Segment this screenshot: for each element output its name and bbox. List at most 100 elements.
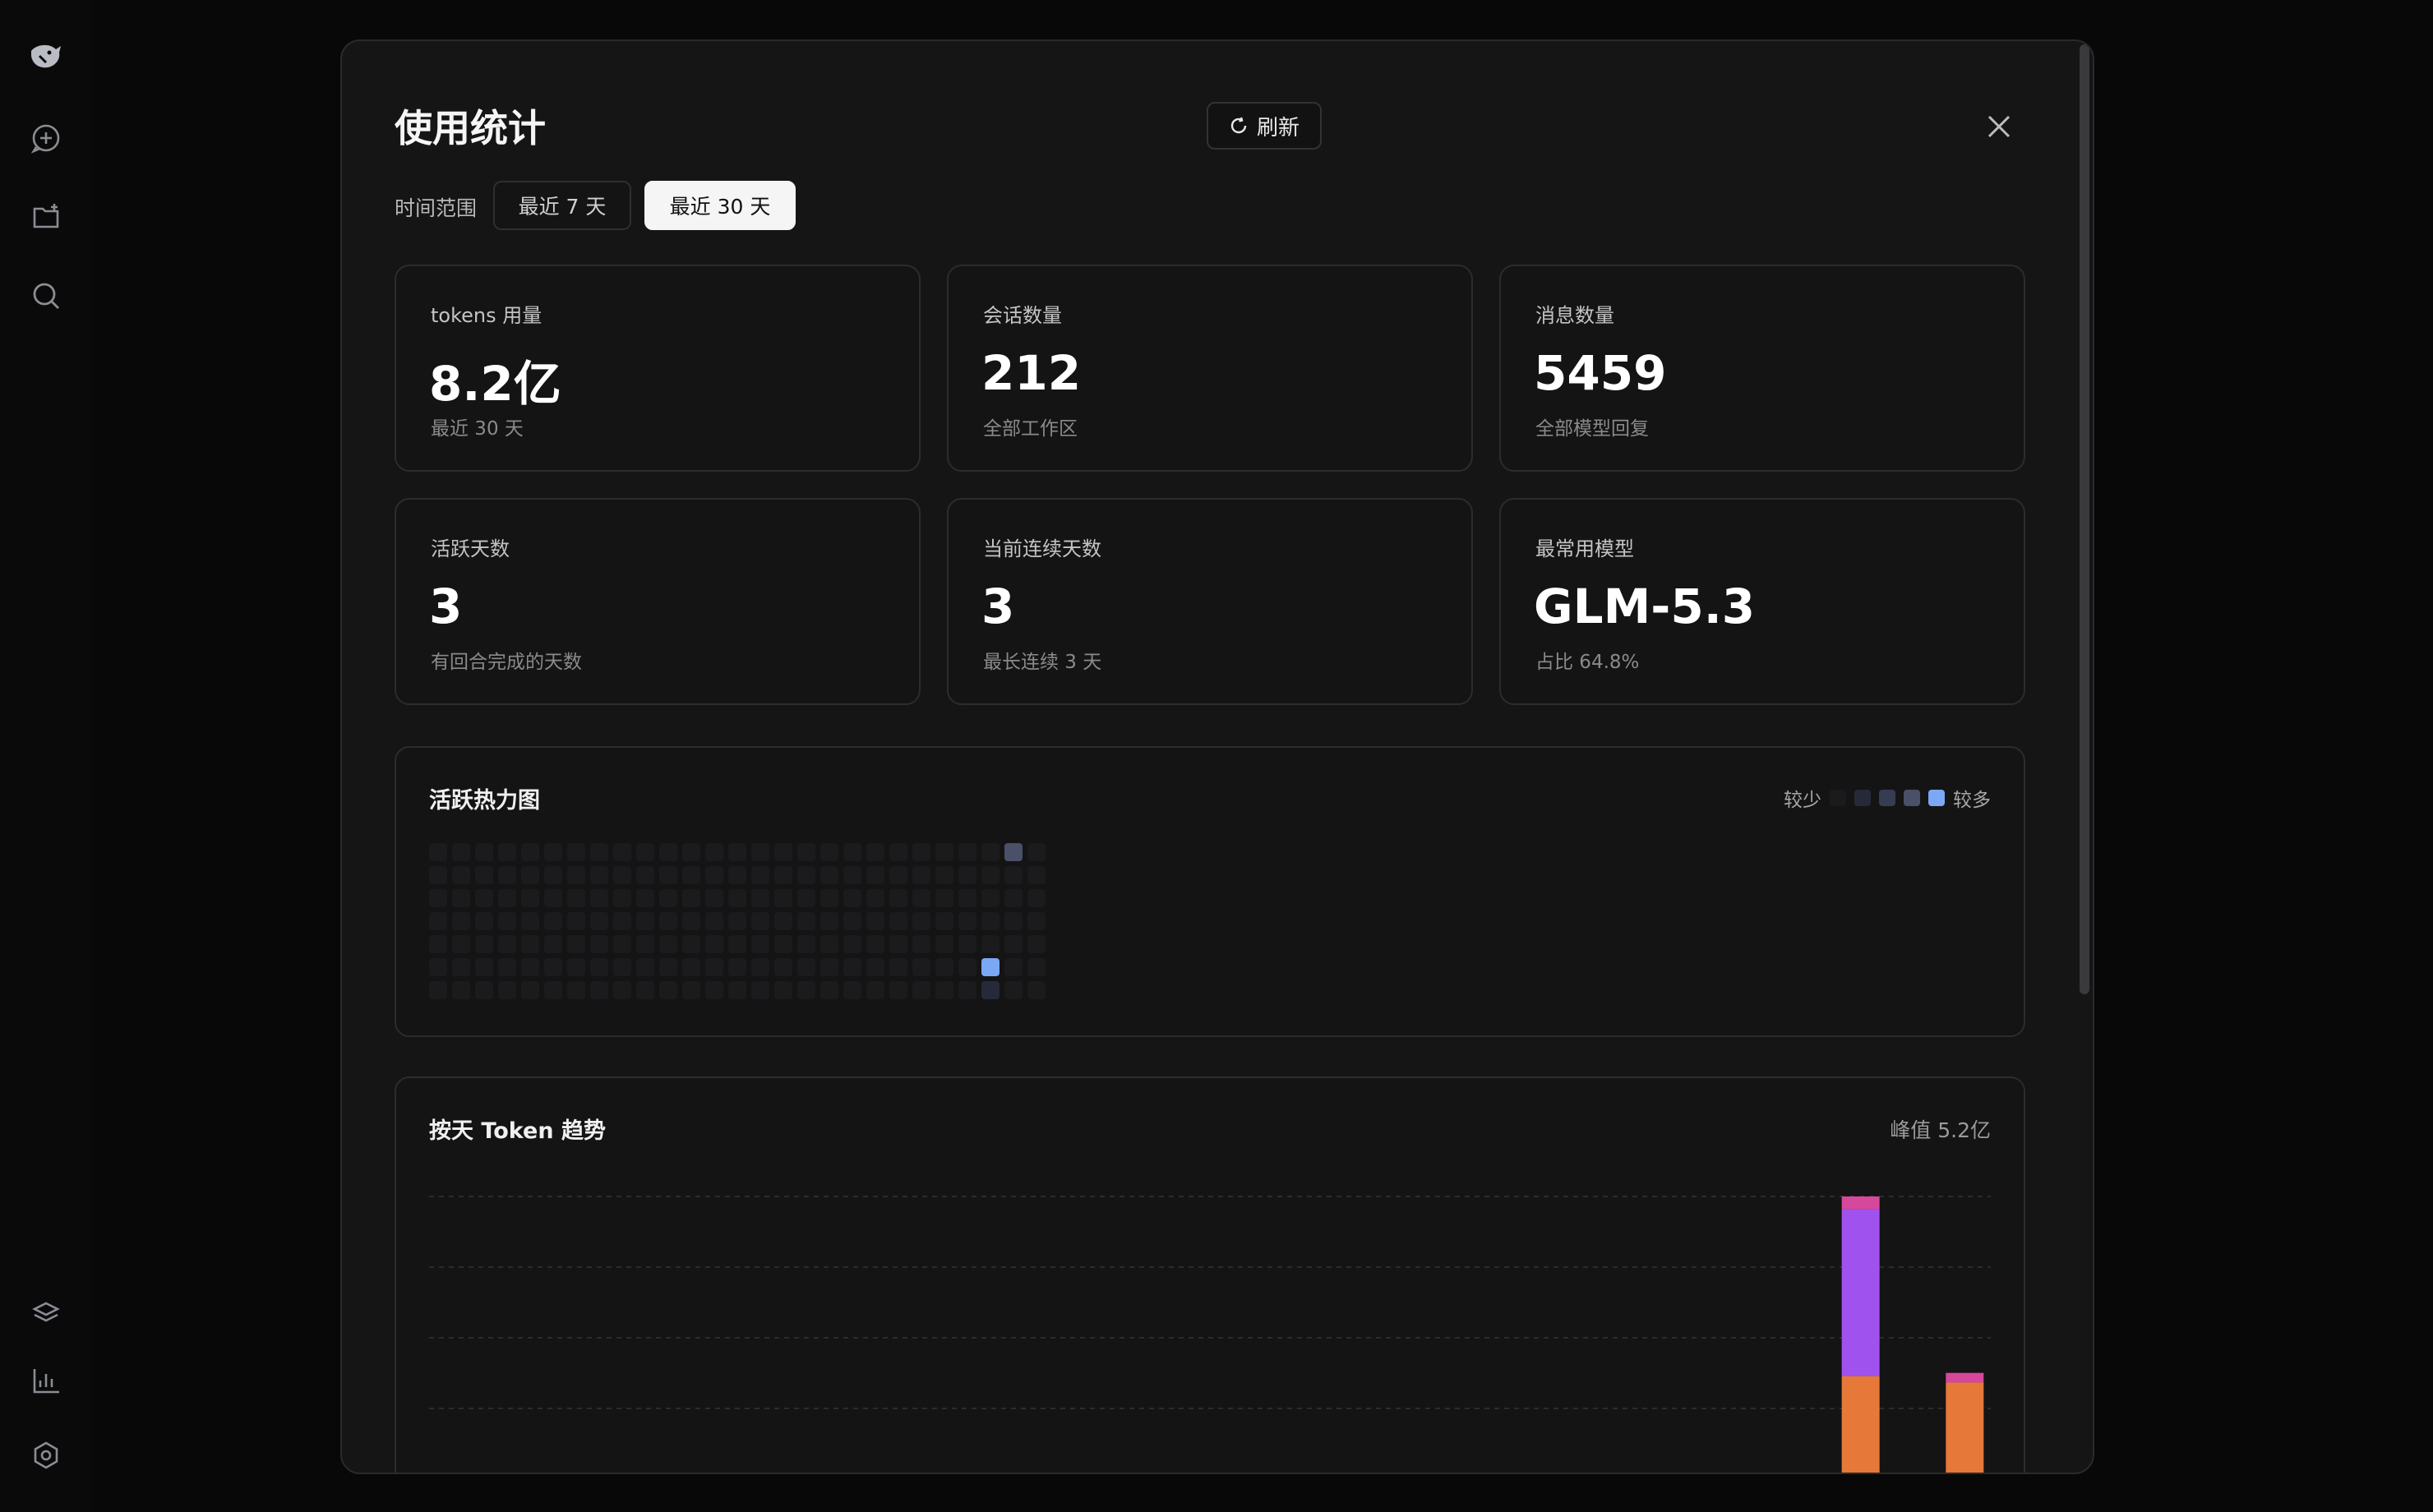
- heatmap-cell[interactable]: [820, 866, 838, 884]
- heatmap-cell[interactable]: [659, 866, 677, 884]
- heatmap-cell[interactable]: [1027, 843, 1046, 861]
- heatmap-cell[interactable]: [866, 889, 884, 907]
- heatmap-cell[interactable]: [498, 843, 516, 861]
- heatmap-cell[interactable]: [866, 912, 884, 930]
- heatmap-cell[interactable]: [452, 843, 470, 861]
- heatmap-cell[interactable]: [659, 935, 677, 953]
- heatmap-cell[interactable]: [797, 981, 815, 999]
- heatmap-cell[interactable]: [843, 866, 861, 884]
- heatmap-cell[interactable]: [682, 935, 700, 953]
- heatmap-cell[interactable]: [912, 843, 930, 861]
- range-30-days-button[interactable]: 最近 30 天: [644, 181, 796, 230]
- heatmap-cell[interactable]: [636, 958, 654, 976]
- heatmap-cell[interactable]: [774, 981, 792, 999]
- heatmap-cell[interactable]: [889, 843, 907, 861]
- heatmap-cell[interactable]: [567, 843, 585, 861]
- heatmap-cell[interactable]: [912, 866, 930, 884]
- heatmap-cell[interactable]: [544, 889, 562, 907]
- heatmap-cell[interactable]: [958, 958, 976, 976]
- heatmap-cell[interactable]: [452, 866, 470, 884]
- heatmap-cell[interactable]: [843, 958, 861, 976]
- heatmap-cell[interactable]: [889, 958, 907, 976]
- heatmap-cell[interactable]: [981, 912, 1000, 930]
- heatmap-cell[interactable]: [866, 866, 884, 884]
- heatmap-cell[interactable]: [866, 935, 884, 953]
- heatmap-cell[interactable]: [912, 981, 930, 999]
- heatmap-cell[interactable]: [544, 958, 562, 976]
- heatmap-cell[interactable]: [567, 889, 585, 907]
- heatmap-cell[interactable]: [1004, 866, 1023, 884]
- heatmap-cell[interactable]: [475, 958, 493, 976]
- heatmap-cell[interactable]: [429, 843, 447, 861]
- heatmap-cell[interactable]: [659, 981, 677, 999]
- heatmap-cell[interactable]: [429, 912, 447, 930]
- heatmap-cell[interactable]: [1004, 912, 1023, 930]
- modal-scrollbar[interactable]: [2080, 44, 2089, 994]
- heatmap-cell[interactable]: [590, 843, 608, 861]
- heatmap-cell[interactable]: [889, 866, 907, 884]
- heatmap-cell[interactable]: [889, 912, 907, 930]
- trend-bar-segment[interactable]: [1946, 1372, 1984, 1383]
- heatmap-cell[interactable]: [843, 935, 861, 953]
- heatmap-cell[interactable]: [521, 981, 539, 999]
- heatmap-cell[interactable]: [567, 866, 585, 884]
- heatmap-cell[interactable]: [774, 912, 792, 930]
- heatmap-cell[interactable]: [728, 981, 746, 999]
- heatmap-cell[interactable]: [613, 958, 631, 976]
- heatmap-cell[interactable]: [843, 843, 861, 861]
- heatmap-cell[interactable]: [544, 981, 562, 999]
- heatmap-cell[interactable]: [544, 866, 562, 884]
- new-chat-icon[interactable]: [28, 120, 64, 156]
- heatmap-cell[interactable]: [751, 912, 769, 930]
- heatmap-cell[interactable]: [498, 912, 516, 930]
- search-icon[interactable]: [28, 278, 64, 314]
- trend-bar-segment[interactable]: [1841, 1376, 1880, 1474]
- heatmap-cell[interactable]: [912, 935, 930, 953]
- heatmap-cell[interactable]: [751, 866, 769, 884]
- heatmap-cell[interactable]: [774, 843, 792, 861]
- heatmap-cell[interactable]: [498, 935, 516, 953]
- heatmap-cell[interactable]: [981, 889, 1000, 907]
- heatmap-cell[interactable]: [705, 866, 723, 884]
- heatmap-cell[interactable]: [935, 935, 953, 953]
- heatmap-cell[interactable]: [521, 958, 539, 976]
- heatmap-cell[interactable]: [774, 958, 792, 976]
- heatmap-cell[interactable]: [958, 889, 976, 907]
- heatmap-cell[interactable]: [659, 843, 677, 861]
- heatmap-cell[interactable]: [452, 889, 470, 907]
- heatmap-cell[interactable]: [866, 843, 884, 861]
- heatmap-cell[interactable]: [590, 889, 608, 907]
- heatmap-cell[interactable]: [705, 843, 723, 861]
- heatmap-cell[interactable]: [774, 889, 792, 907]
- heatmap-cell[interactable]: [705, 935, 723, 953]
- heatmap-cell[interactable]: [1027, 958, 1046, 976]
- heatmap-cell[interactable]: [820, 912, 838, 930]
- close-button[interactable]: [1981, 108, 2017, 145]
- settings-icon[interactable]: [28, 1438, 64, 1474]
- heatmap-cell[interactable]: [1027, 866, 1046, 884]
- heatmap-cell[interactable]: [590, 866, 608, 884]
- heatmap-cell[interactable]: [682, 981, 700, 999]
- heatmap-cell[interactable]: [889, 935, 907, 953]
- heatmap-cell[interactable]: [590, 935, 608, 953]
- heatmap-cell[interactable]: [889, 889, 907, 907]
- heatmap-cell[interactable]: [843, 889, 861, 907]
- heatmap-cell[interactable]: [958, 866, 976, 884]
- heatmap-cell[interactable]: [682, 958, 700, 976]
- heatmap-cell[interactable]: [452, 935, 470, 953]
- heatmap-cell[interactable]: [751, 958, 769, 976]
- heatmap-cell[interactable]: [521, 866, 539, 884]
- heatmap-cell[interactable]: [636, 866, 654, 884]
- logo-icon[interactable]: [28, 39, 64, 76]
- trend-bar-segment[interactable]: [1841, 1196, 1880, 1210]
- heatmap-cell[interactable]: [498, 958, 516, 976]
- heatmap-cell[interactable]: [843, 981, 861, 999]
- heatmap-cell[interactable]: [682, 866, 700, 884]
- trend-bar-segment[interactable]: [1841, 1209, 1880, 1376]
- heatmap-cell[interactable]: [613, 981, 631, 999]
- heatmap-cell[interactable]: [797, 889, 815, 907]
- heatmap-cell[interactable]: [889, 981, 907, 999]
- heatmap-cell[interactable]: [613, 912, 631, 930]
- heatmap-cell[interactable]: [475, 912, 493, 930]
- heatmap-cell[interactable]: [613, 935, 631, 953]
